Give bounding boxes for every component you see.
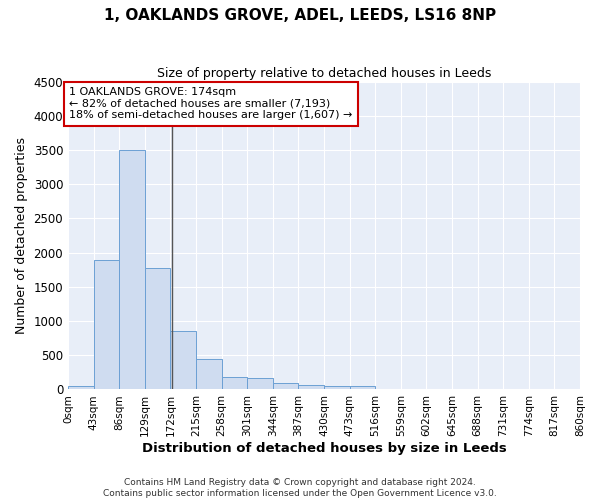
Title: Size of property relative to detached houses in Leeds: Size of property relative to detached ho… — [157, 68, 491, 80]
Bar — [221, 378, 247, 390]
Y-axis label: Number of detached properties: Number of detached properties — [15, 137, 28, 334]
Bar — [298, 385, 324, 390]
Bar — [145, 268, 170, 390]
Bar — [350, 386, 375, 390]
Bar — [119, 150, 145, 390]
Bar — [273, 382, 298, 390]
X-axis label: Distribution of detached houses by size in Leeds: Distribution of detached houses by size … — [142, 442, 506, 455]
Text: 1 OAKLANDS GROVE: 174sqm
← 82% of detached houses are smaller (7,193)
18% of sem: 1 OAKLANDS GROVE: 174sqm ← 82% of detach… — [69, 87, 353, 120]
Bar — [94, 260, 119, 390]
Bar — [196, 358, 221, 390]
Bar — [68, 386, 94, 390]
Bar — [247, 378, 273, 390]
Bar — [324, 386, 350, 390]
Text: 1, OAKLANDS GROVE, ADEL, LEEDS, LS16 8NP: 1, OAKLANDS GROVE, ADEL, LEEDS, LS16 8NP — [104, 8, 496, 22]
Text: Contains HM Land Registry data © Crown copyright and database right 2024.
Contai: Contains HM Land Registry data © Crown c… — [103, 478, 497, 498]
Bar — [170, 332, 196, 390]
